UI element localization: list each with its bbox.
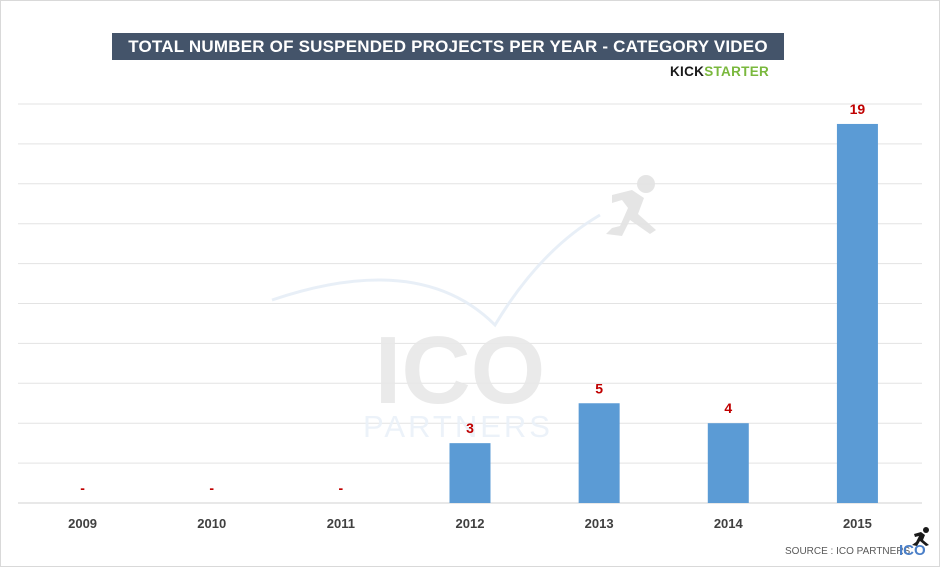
- data-label-2012: 3: [466, 420, 474, 436]
- data-labels: - - - 3 5 4 19: [80, 101, 865, 496]
- data-label-2015: 19: [850, 101, 866, 117]
- bar-2015: [836, 123, 878, 503]
- ico-runner-icon: [912, 527, 929, 546]
- chart-title: TOTAL NUMBER OF SUSPENDED PROJECTS PER Y…: [112, 33, 784, 83]
- watermark-swoosh: [271, 213, 601, 328]
- x-tick-2009: 2009: [68, 516, 97, 531]
- data-label-2010: -: [209, 480, 214, 496]
- data-label-2014: 4: [724, 400, 732, 416]
- watermark-runner-icon: [606, 175, 656, 236]
- x-tick-2010: 2010: [197, 516, 226, 531]
- x-tick-2015: 2015: [843, 516, 872, 531]
- data-label-2009: -: [80, 480, 85, 496]
- source-note: SOURCE : ICO PARTNERS: [785, 546, 911, 557]
- x-tick-2011: 2011: [327, 516, 355, 531]
- x-tick-2013: 2013: [585, 516, 614, 531]
- watermark-partners-text: PARTNERS: [363, 409, 553, 444]
- ico-logo: ICO: [899, 542, 926, 559]
- x-tick-2014: 2014: [714, 516, 744, 531]
- ico-watermark: ICO PARTNERS: [271, 175, 656, 444]
- data-label-2011: -: [339, 480, 344, 496]
- kickstarter-logo-kick: KICK: [670, 64, 705, 79]
- kickstarter-logo: KICKSTARTER: [670, 64, 769, 79]
- bars: [449, 123, 878, 503]
- x-tick-2012: 2012: [456, 516, 485, 531]
- bar-2014: [707, 423, 749, 503]
- bar-2013: [578, 403, 620, 503]
- kickstarter-logo-starter: STARTER: [704, 64, 770, 79]
- x-tick-labels: 2009 2010 2011 2012 2013 2014 2015: [68, 516, 872, 531]
- bar-2012: [449, 443, 491, 503]
- watermark-ico-text: ICO: [375, 317, 546, 424]
- data-label-2013: 5: [595, 380, 603, 396]
